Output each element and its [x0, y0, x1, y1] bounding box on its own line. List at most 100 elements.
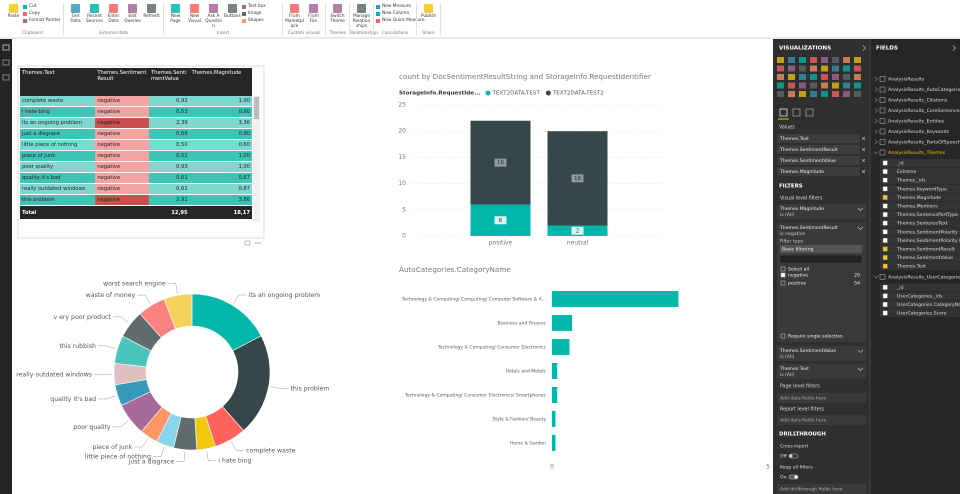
field-checkbox[interactable]: [882, 255, 888, 260]
visual-type-icon[interactable]: [843, 65, 850, 72]
visual-type-icon[interactable]: [854, 65, 861, 72]
column-header[interactable]: Themes.SentimentValue: [149, 68, 190, 96]
visual-type-icon[interactable]: [843, 91, 850, 97]
checkbox[interactable]: [780, 280, 786, 286]
field-name[interactable]: UserCategories.Score: [897, 311, 947, 317]
visual-type-icon[interactable]: [854, 82, 861, 89]
field-checkbox[interactable]: [882, 293, 888, 299]
ribbon-button[interactable]: Refresh: [143, 14, 160, 19]
visual-type-icon[interactable]: [832, 57, 839, 63]
collapse-chevron[interactable]: [862, 45, 866, 51]
ribbon-small-button[interactable]: New Quick Measure: [382, 18, 425, 23]
collapse-chevron[interactable]: [952, 45, 956, 51]
model-view-icon[interactable]: [2, 74, 10, 81]
visual-type-icon[interactable]: [843, 74, 850, 80]
more-options-dot[interactable]: [259, 242, 261, 244]
data-view-icon[interactable]: [2, 59, 10, 66]
remove-icon[interactable]: [861, 169, 866, 174]
table-name[interactable]: AnalysisResults_Citations: [888, 98, 948, 104]
ribbon-button[interactable]: Ask A Question: [205, 14, 222, 29]
visual-type-icon[interactable]: [832, 82, 839, 89]
pane-tab-icon[interactable]: [792, 108, 801, 117]
expand-arrow[interactable]: [874, 108, 878, 113]
ribbon-button[interactable]: Buttons: [224, 14, 241, 19]
remove-icon[interactable]: [861, 147, 866, 152]
field-checkbox[interactable]: [882, 238, 888, 243]
field-name[interactable]: UserCategories._ids: [897, 293, 943, 299]
table-name[interactable]: AnalysisResults_Themes: [888, 150, 946, 156]
expand-arrow[interactable]: [874, 139, 878, 145]
field-checkbox[interactable]: [882, 263, 888, 269]
visual-type-icon[interactable]: [832, 91, 839, 97]
ribbon-button[interactable]: Edit Queries: [124, 14, 141, 24]
field-checkbox[interactable]: [882, 302, 888, 307]
more-options-dot[interactable]: [255, 242, 257, 244]
ribbon-button[interactable]: Switch Theme: [330, 14, 345, 24]
field-checkbox[interactable]: [882, 212, 888, 217]
visual-type-icon[interactable]: [777, 91, 784, 97]
visual-type-icon[interactable]: [810, 74, 817, 80]
visual-type-icon[interactable]: [843, 82, 850, 89]
field-checkbox[interactable]: [882, 246, 888, 252]
visual-type-icon[interactable]: [777, 57, 784, 63]
field-name[interactable]: Themes.SentenceText: [896, 221, 948, 227]
field-name[interactable]: Themes.KeywordType: [896, 186, 947, 192]
visual-type-icon[interactable]: [799, 82, 806, 89]
visual-type-icon[interactable]: [843, 57, 850, 63]
visual-type-icon[interactable]: [788, 74, 795, 80]
ribbon-button[interactable]: Publish: [420, 14, 437, 19]
visual-type-icon[interactable]: [821, 65, 828, 72]
visual-type-icon[interactable]: [799, 91, 806, 97]
expand-arrow[interactable]: [874, 129, 878, 134]
remove-icon[interactable]: [861, 158, 866, 163]
visual-type-icon[interactable]: [854, 57, 861, 63]
table-name[interactable]: AnalysisResults_PartsOfSpeech: [888, 140, 960, 146]
field-checkbox[interactable]: [882, 177, 888, 183]
ribbon-button[interactable]: Recent Sources: [86, 14, 103, 24]
column-header[interactable]: Themes.Text: [20, 68, 96, 96]
visual-type-icon[interactable]: [799, 74, 806, 80]
table-name[interactable]: AnalysisResults: [888, 77, 925, 83]
visual-type-icon[interactable]: [821, 57, 828, 63]
field-name[interactable]: Themes.SentimentPolarity Hel: [896, 238, 960, 244]
visual-type-icon[interactable]: [777, 65, 784, 72]
visual-type-icon[interactable]: [799, 57, 806, 63]
visual-type-icon[interactable]: [832, 65, 839, 72]
field-checkbox[interactable]: [882, 186, 888, 192]
table-name[interactable]: AnalysisResults_Entities: [888, 119, 945, 125]
ribbon-small-button[interactable]: New Measure: [382, 4, 411, 9]
visual-type-icon[interactable]: [810, 82, 817, 89]
ribbon-button[interactable]: New Visual: [188, 14, 201, 24]
ribbon-small-button[interactable]: Cut: [29, 4, 37, 9]
ribbon-small-button[interactable]: Image: [248, 11, 262, 16]
visual-type-icon[interactable]: [821, 91, 828, 97]
visual-type-icon[interactable]: [788, 65, 795, 72]
field-name[interactable]: Themes.SentimentPolarity: [896, 229, 958, 235]
field-checkbox[interactable]: [882, 310, 888, 316]
visual-type-icon[interactable]: [821, 74, 828, 80]
filter-card[interactable]: [777, 346, 866, 361]
focus-mode-icon[interactable]: [244, 240, 251, 246]
ribbon-small-button[interactable]: Text box: [248, 4, 266, 9]
table-name[interactable]: AnalysisResults_AutoCategories: [888, 87, 960, 93]
field-checkbox[interactable]: [882, 220, 888, 226]
pane-tab-icon[interactable]: [779, 108, 788, 117]
visual-type-icon[interactable]: [810, 91, 817, 97]
field-name[interactable]: Themes.Magnitude: [896, 195, 941, 201]
visual-type-icon[interactable]: [799, 65, 806, 72]
toggle[interactable]: [788, 453, 799, 459]
expand-arrow[interactable]: [874, 87, 878, 92]
field-checkbox[interactable]: [882, 203, 888, 209]
table-name[interactable]: AnalysisResults_UserCategories: [888, 274, 960, 280]
field-name[interactable]: Themes.Text: [896, 264, 926, 270]
checkbox[interactable]: [780, 266, 786, 272]
visual-type-icon[interactable]: [810, 65, 817, 72]
field-name[interactable]: Themes.SentimentValue: [896, 255, 953, 261]
visual-type-icon[interactable]: [777, 82, 784, 89]
ribbon-button[interactable]: New Page: [170, 14, 181, 24]
table-name[interactable]: AnalysisResults_CoreSentences: [888, 108, 960, 114]
visual-type-icon[interactable]: [788, 91, 795, 97]
field-name[interactable]: Themes._ids: [896, 178, 926, 184]
ribbon-button[interactable]: From File: [308, 14, 319, 24]
ribbon-small-button[interactable]: New Column: [382, 11, 410, 16]
